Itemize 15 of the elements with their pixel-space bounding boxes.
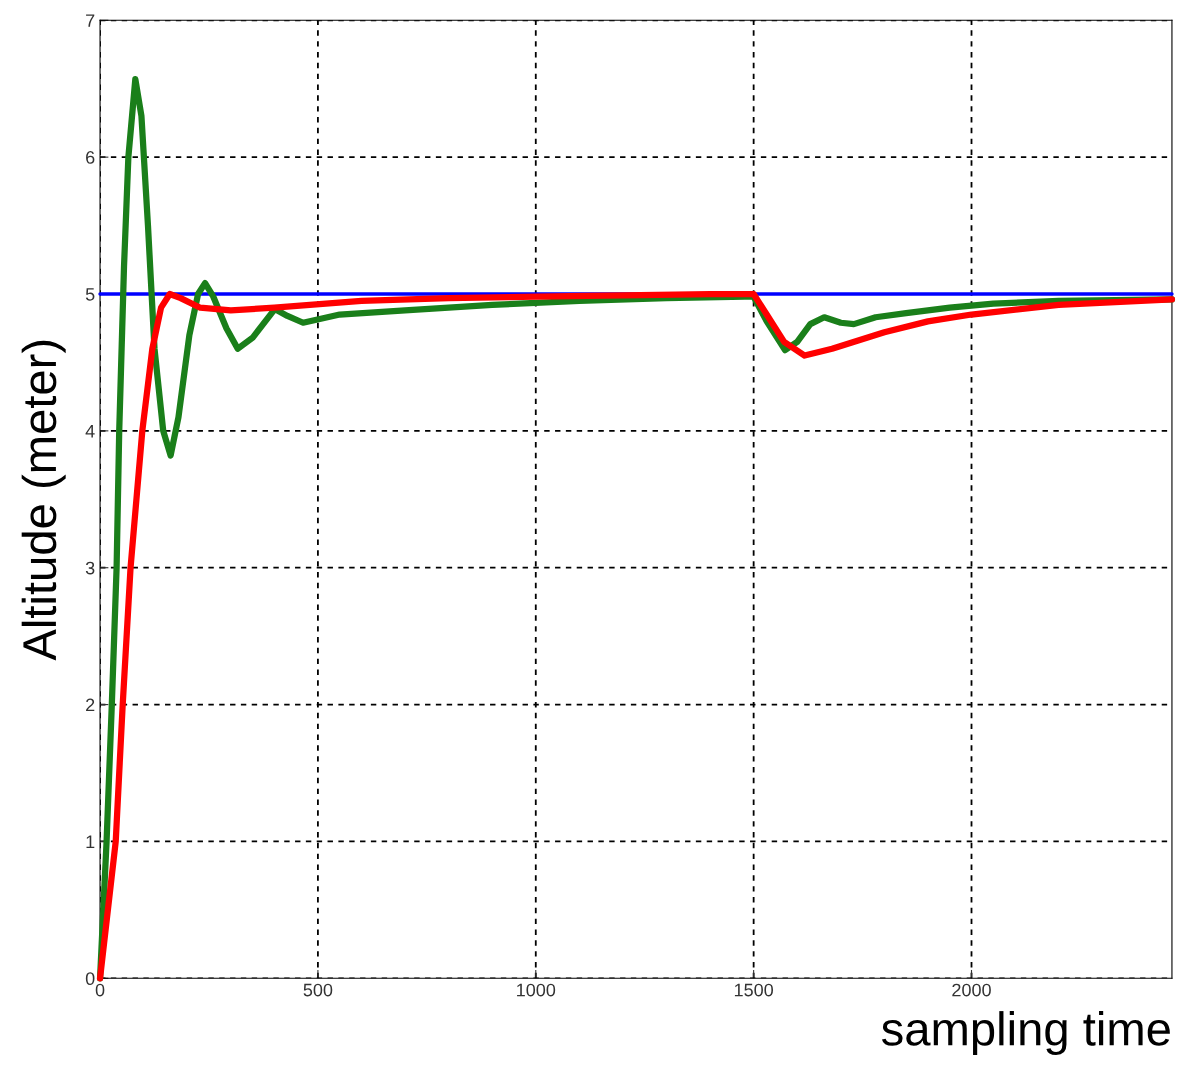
y-tick-label: 4 [85,424,95,438]
x-tick-label: 1000 [517,983,556,997]
x-tick-label: 0 [95,983,105,997]
y-axis-title: Altitude (meter) [21,340,66,661]
y-tick-label: 1 [86,835,95,848]
y-tick-label: 6 [86,151,95,164]
y-tick-label: 2 [86,698,95,712]
y-tick-label: 0 [85,972,95,986]
y-tick-label: 3 [85,561,95,575]
x-tick-label: 2000 [952,983,991,997]
x-axis-title: sampling time [881,1011,1170,1056]
x-tick-label: 500 [303,983,333,997]
y-tick-label: 5 [85,288,95,301]
y-tick-label: 7 [86,14,95,27]
x-tick-label: 1500 [734,983,774,997]
